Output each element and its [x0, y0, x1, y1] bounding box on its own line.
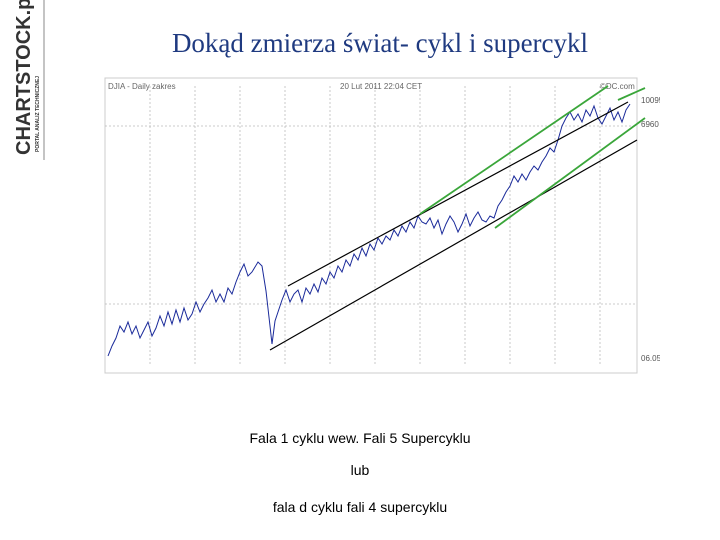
- chart-image: DJIA - Daily zakres 20 Lut 2011 22:04 CE…: [104, 77, 660, 374]
- caption: Fala 1 cyklu wew. Fali 5 Supercyklu: [249, 430, 471, 446]
- chart-label: DJIA - Daily zakres: [108, 82, 176, 91]
- chart-frame: [104, 77, 638, 374]
- logo-tagline: PORTAL ANALIZ TECHNICZNEJ: [35, 76, 41, 152]
- green-line: [494, 117, 646, 229]
- logo-name: CHARTSTOCK.pl: [13, 0, 35, 155]
- chart-label: ©DC.com: [600, 82, 635, 91]
- channel-line: [287, 101, 629, 287]
- green-line: [419, 85, 609, 215]
- chart-grid: [105, 86, 637, 366]
- caption: fala d cyklu fali 4 supercyklu: [272, 499, 448, 515]
- price-label: 06.05: [641, 354, 660, 363]
- logo: CHARTSTOCK.pl PORTAL ANALIZ TECHNICZNEJ: [13, 0, 45, 160]
- green-line: [617, 87, 646, 101]
- channel-line: [269, 139, 638, 351]
- slide-title: Dokąd zmierza świat- cykl i supercykl: [171, 28, 589, 58]
- price-label: 10095: [641, 96, 660, 105]
- chart-label: 20 Lut 2011 22:04 CET: [340, 82, 422, 91]
- price-label: 6960: [641, 120, 659, 129]
- price-line: [107, 103, 631, 357]
- caption: lub: [350, 462, 370, 478]
